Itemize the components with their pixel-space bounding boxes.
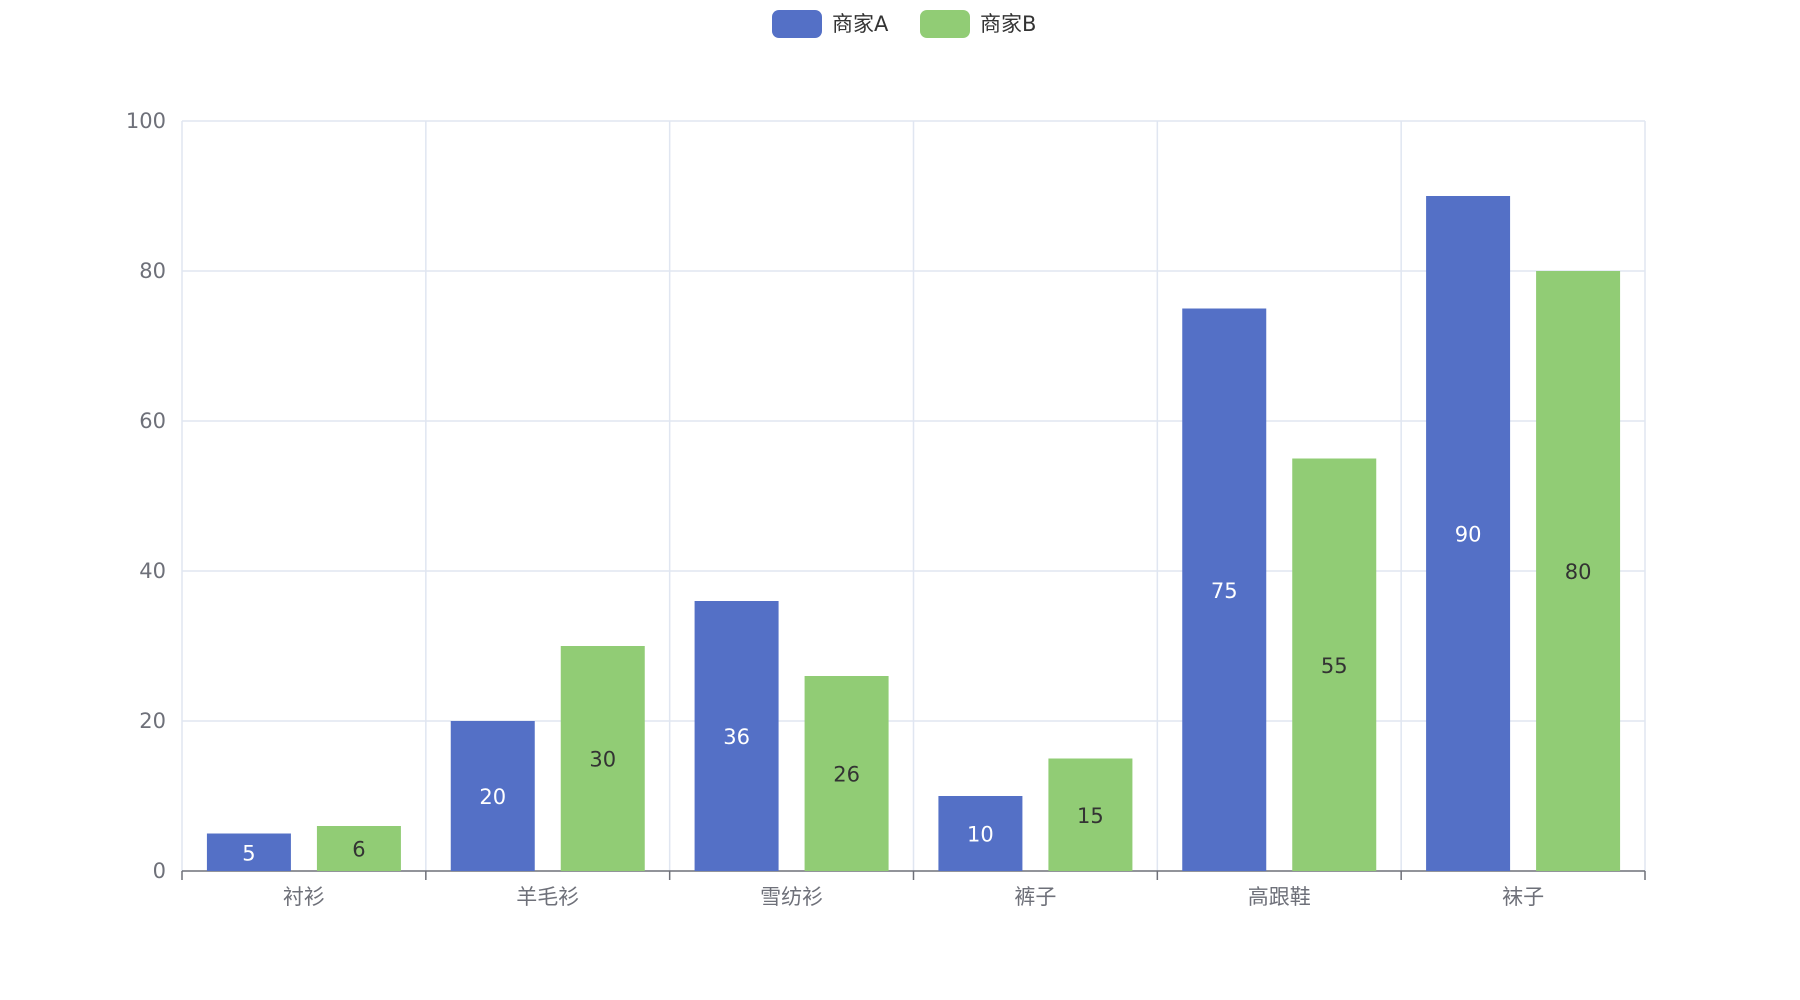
legend-label: 商家A	[832, 12, 889, 36]
bar-series-b[interactable]	[1048, 758, 1133, 872]
x-tick-label: 袜子	[1502, 885, 1544, 909]
y-tick-label: 40	[139, 559, 166, 583]
bar-data-label: 6	[352, 838, 365, 862]
bar-data-label: 75	[1211, 579, 1238, 603]
bar-data-label: 55	[1321, 654, 1348, 678]
x-tick-label: 雪纺衫	[760, 885, 823, 909]
bar-series-b[interactable]	[1536, 271, 1621, 871]
bar-series-a[interactable]	[694, 601, 779, 871]
x-tick-label: 高跟鞋	[1248, 885, 1311, 909]
legend-label: 商家B	[980, 12, 1036, 36]
bar-series-a[interactable]	[1426, 196, 1511, 871]
y-tick-label: 80	[139, 259, 166, 283]
bar-data-label: 90	[1455, 523, 1482, 547]
y-tick-label: 20	[139, 709, 166, 733]
bar-data-label: 15	[1077, 804, 1104, 828]
bar-data-label: 5	[242, 841, 255, 865]
x-tick-labels: 衬衫 羊毛衫 雪纺衫 裤子 高跟鞋 袜子	[283, 885, 1544, 909]
bars	[206, 196, 1621, 872]
bar-data-label: 30	[589, 748, 616, 772]
legend-swatch	[772, 10, 822, 38]
y-tick-label: 100	[126, 109, 166, 133]
bar-series-b[interactable]	[804, 676, 889, 871]
bar-series-a[interactable]	[450, 721, 535, 871]
x-tick-label: 裤子	[1014, 885, 1056, 909]
bar-series-a[interactable]	[938, 796, 1023, 871]
bar-data-label: 20	[479, 785, 506, 809]
bar-series-b[interactable]	[560, 646, 645, 871]
bar-series-a[interactable]	[1182, 308, 1267, 872]
y-axis: 0 20 40 60 80 100	[126, 109, 166, 883]
y-tick-label: 0	[153, 859, 166, 883]
grid	[181, 120, 1646, 871]
legend-item-series-b[interactable]: 商家B	[920, 10, 1036, 38]
bar-data-label: 36	[723, 725, 750, 749]
x-tick-label: 衬衫	[283, 885, 325, 909]
bar-data-label: 10	[967, 823, 994, 847]
bar-data-label: 26	[833, 763, 860, 787]
y-tick-label: 60	[139, 409, 166, 433]
x-axis	[181, 870, 1646, 880]
x-tick-label: 羊毛衫	[516, 885, 579, 909]
bar-series-b[interactable]	[1292, 458, 1377, 872]
bar-data-label: 80	[1565, 560, 1592, 584]
bar-series-a[interactable]	[206, 833, 291, 872]
legend-swatch	[920, 10, 970, 38]
data-labels: 5 20 36 10 75 90 6 30 26 15 55 80	[242, 523, 1591, 866]
legend[interactable]: 商家A 商家B	[772, 10, 1036, 38]
legend-item-series-a[interactable]: 商家A	[772, 10, 889, 38]
bar-series-b[interactable]	[316, 826, 401, 871]
